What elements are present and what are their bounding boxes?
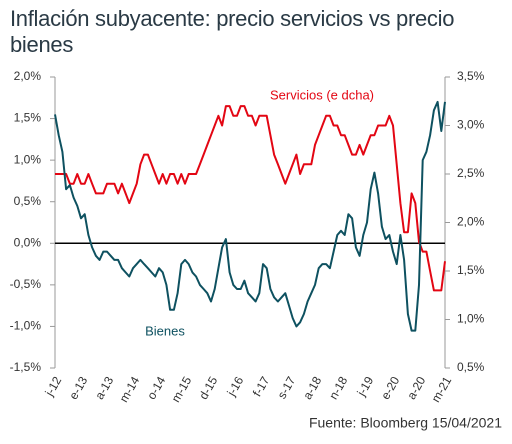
series-line <box>54 100 446 332</box>
x-tick-label: j-16 <box>224 374 247 399</box>
y-tick-label: 1,0% <box>14 152 42 166</box>
series-label: Servicios (e dcha) <box>270 87 374 102</box>
x-tick-label: m-14 <box>117 374 143 405</box>
y2-tick-label: 1,0% <box>457 312 485 326</box>
x-tick-label: a-18 <box>300 374 324 402</box>
y2-tick-label: 3,5% <box>457 69 485 83</box>
y2-tick-label: 1,5% <box>457 263 485 277</box>
x-tick-label: a-13 <box>92 374 116 402</box>
y2-tick-label: 2,0% <box>457 215 485 229</box>
x-tick-label: m-15 <box>169 374 195 405</box>
x-tick-label: a-20 <box>404 374 428 402</box>
y-tick-label: 2,0% <box>14 69 42 83</box>
y-tick-label: -1,0% <box>10 319 42 333</box>
y-tick-label: 1,5% <box>14 111 42 125</box>
series-label: Bienes <box>145 323 185 338</box>
x-tick-label: m-21 <box>429 374 455 405</box>
source: Fuente: Bloomberg 15/04/2021 <box>309 415 502 431</box>
y-tick-label: 0,5% <box>14 194 42 208</box>
y-tick-label: -1,5% <box>10 360 42 374</box>
x-tick-label: e-20 <box>378 374 402 402</box>
y-tick-label: 0,0% <box>14 235 42 249</box>
x-tick-label: o-14 <box>144 374 168 402</box>
x-tick-label: n-18 <box>326 374 350 402</box>
x-tick-label: e-13 <box>66 374 90 402</box>
x-tick-label: j-12 <box>42 374 65 399</box>
x-tick-label: s-17 <box>275 374 299 401</box>
series-line <box>55 105 446 292</box>
x-tick-label: f-17 <box>250 374 273 399</box>
x-tick-label: d-15 <box>196 374 220 402</box>
y2-tick-label: 2,5% <box>457 166 485 180</box>
chart-title: Inflación subyacente: precio servicios v… <box>10 6 455 57</box>
x-tick-label: j-19 <box>354 374 377 399</box>
y-tick-label: -0,5% <box>10 277 42 291</box>
y2-tick-label: 3,0% <box>457 118 485 132</box>
y2-tick-label: 0,5% <box>457 360 485 374</box>
